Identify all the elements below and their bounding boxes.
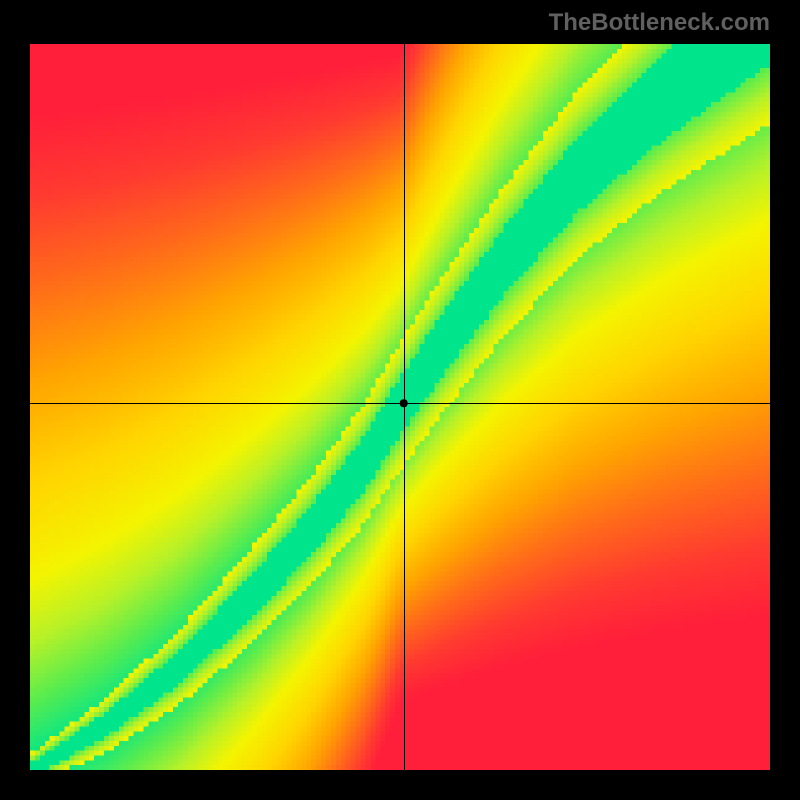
watermark-label: TheBottleneck.com: [549, 9, 770, 37]
crosshair-overlay: [30, 44, 770, 770]
